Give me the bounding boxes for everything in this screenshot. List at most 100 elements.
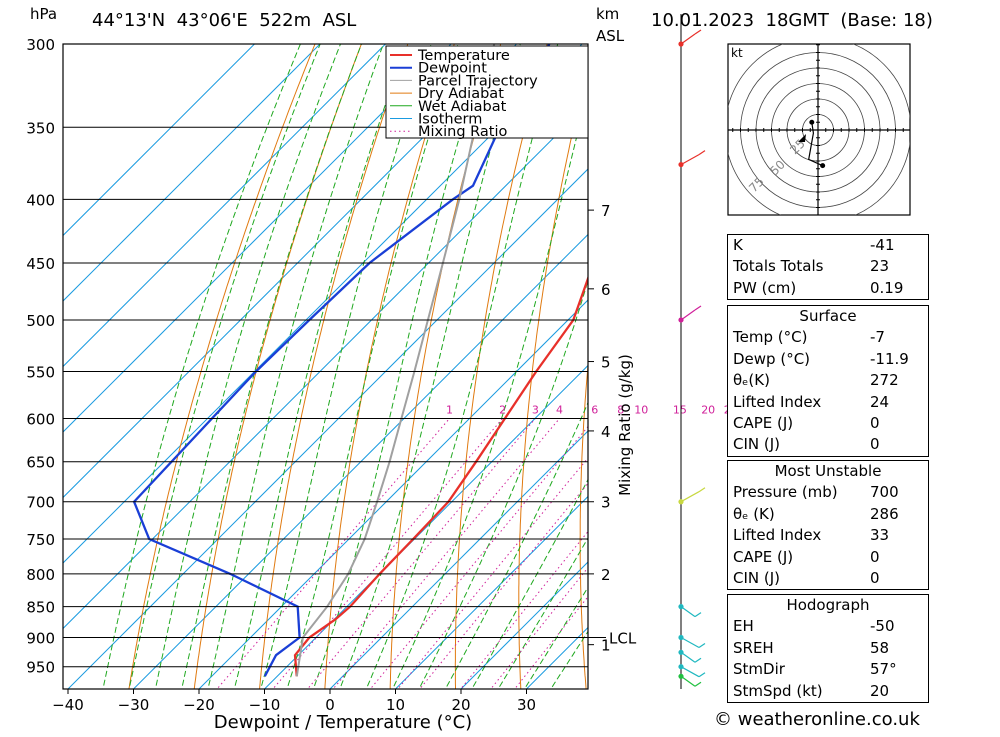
surface-li-value: 24: [870, 392, 922, 413]
pressure-tick-label: 550: [26, 363, 55, 381]
surface-temp-row: Temp (°C) -7: [728, 327, 928, 348]
datetime-title: 10.01.2023 18GMT (Base: 18): [651, 10, 933, 31]
wind-barb: [681, 652, 695, 662]
pressure-tick-label: 600: [26, 410, 55, 428]
mu-cin-label: CIN (J): [733, 568, 780, 589]
surface-theta-row: θₑ(K) 272: [728, 370, 928, 391]
lcl-label: LCL: [609, 630, 637, 648]
surface-theta-value: 272: [870, 370, 922, 391]
km-tick-label: 3: [601, 494, 611, 512]
surface-cin-value: 0: [870, 434, 922, 455]
mixing-ratio-label: 2: [499, 404, 506, 417]
x-axis-label: Dewpoint / Temperature (°C): [214, 712, 472, 733]
mu-pressure-row: Pressure (mb)700: [728, 482, 928, 503]
x-tick-label: −20: [183, 696, 215, 714]
mixing-ratio-line: [366, 419, 595, 695]
x-tick-label: −40: [52, 696, 84, 714]
hodograph-point: [820, 163, 825, 168]
surface-temp-label: Temp (°C): [733, 327, 807, 348]
wet-adiabat-line: [154, 26, 347, 695]
surface-li-label: Lifted Index: [733, 392, 821, 413]
wet-adiabat-line: [102, 26, 308, 695]
wind-barb: [681, 155, 699, 165]
surface-dewp-label: Dewp (°C): [733, 349, 810, 370]
surface-title: Surface: [728, 306, 928, 327]
mu-li-label: Lifted Index: [733, 525, 821, 546]
mixing-ratio-label: 3: [532, 404, 539, 417]
mu-theta-row: θₑ (K)286: [728, 504, 928, 525]
x-tick-label: −30: [118, 696, 150, 714]
stmspd-value: 20: [870, 681, 922, 702]
most-unstable-table: Most Unstable Pressure (mb)700 θₑ (K)286…: [727, 460, 929, 590]
wind-barb: [681, 310, 695, 320]
isotherm-line: [0, 44, 386, 689]
mu-title: Most Unstable: [728, 461, 928, 482]
surface-theta-label: θₑ(K): [733, 370, 770, 391]
dry-adiabat-line: [194, 26, 369, 695]
location-title: 44°13'N 43°06'E 522m ASL: [92, 10, 356, 31]
surface-cape-label: CAPE (J): [733, 413, 793, 434]
pw-row: PW (cm) 0.19: [728, 278, 928, 299]
wind-point: [678, 499, 683, 504]
wind-barb-flag: [695, 306, 701, 310]
wind-barb-flag: [699, 673, 705, 677]
mixing-ratio-axis-label: Mixing Ratio (g/kg): [616, 354, 634, 496]
surface-cape-row: CAPE (J) 0: [728, 413, 928, 434]
surface-cin-label: CIN (J): [733, 434, 780, 455]
surface-dewp-value: -11.9: [870, 349, 922, 370]
mixing-ratio-line: [268, 419, 502, 695]
srh-label: SREH: [733, 638, 774, 659]
wind-barb-flag: [695, 658, 701, 662]
wind-barb: [681, 34, 695, 44]
isotherm-line: [0, 44, 517, 689]
surface-cape-value: 0: [870, 413, 922, 434]
stmspd-row: StmSpd (kt)20: [728, 681, 928, 702]
hodograph-unit-label: kt: [731, 46, 743, 60]
mixing-ratio-line: [303, 419, 535, 695]
mixing-ratio-label: 1: [446, 404, 453, 417]
asl-label: ASL: [596, 27, 624, 45]
pressure-tick-label: 700: [26, 494, 55, 512]
hodograph-point: [809, 120, 814, 125]
pw-label: PW (cm): [733, 278, 796, 299]
hodo-title: Hodograph: [728, 595, 928, 616]
stmdir-label: StmDir: [733, 659, 785, 680]
k-label: K: [733, 235, 743, 256]
surface-cin-row: CIN (J) 0: [728, 434, 928, 455]
pressure-tick-label: 750: [26, 531, 55, 549]
tt-label: Totals Totals: [733, 256, 823, 277]
pressure-tick-label: 300: [26, 36, 55, 54]
pressure-tick-label: 400: [26, 191, 55, 209]
wind-barb: [681, 607, 695, 617]
surface-temp-value: -7: [870, 327, 922, 348]
pressure-tick-label: 350: [26, 119, 55, 137]
isotherm-line: [134, 44, 779, 689]
km-tick-label: 5: [601, 354, 611, 372]
pw-value: 0.19: [870, 278, 922, 299]
surface-table: Surface Temp (°C) -7 Dewp (°C) -11.9 θₑ(K)…: [727, 305, 929, 457]
wind-barb-flag: [695, 682, 701, 686]
km-tick-label: 7: [601, 202, 611, 220]
mu-cin-row: CIN (J)0: [728, 568, 928, 589]
pressure-tick-label: 450: [26, 255, 55, 273]
footer-credit[interactable]: © weatheronline.co.uk: [714, 709, 920, 730]
pressure-tick-label: 900: [26, 630, 55, 648]
isotherm-line: [3, 44, 648, 689]
srh-value: 58: [870, 638, 922, 659]
mixing-ratio-label: 20: [701, 404, 715, 417]
mu-theta-value: 286: [870, 504, 922, 525]
mu-cape-row: CAPE (J)0: [728, 547, 928, 568]
pressure-tick-label: 800: [26, 566, 55, 584]
pressure-tick-label: 850: [26, 599, 55, 617]
wind-barb: [681, 492, 699, 502]
dry-adiabat-line: [580, 26, 644, 695]
isotherm-line: [0, 44, 451, 689]
srh-row: SREH 58: [728, 638, 928, 659]
pressure-tick-label: 500: [26, 312, 55, 330]
wind-barb: [681, 676, 695, 686]
